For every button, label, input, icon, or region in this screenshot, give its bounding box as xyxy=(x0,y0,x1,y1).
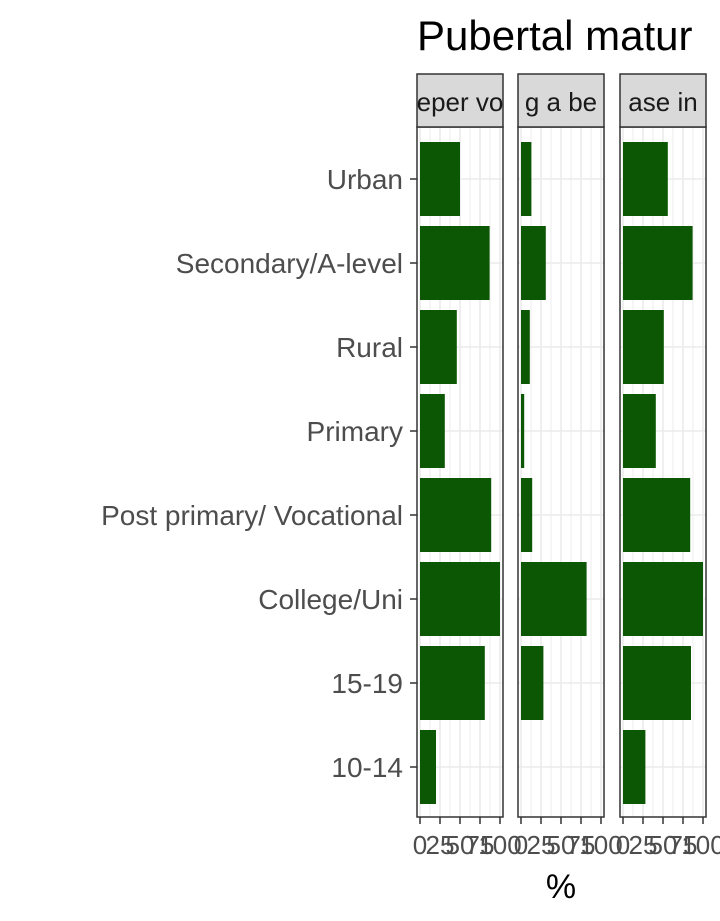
bar xyxy=(623,310,664,384)
bar xyxy=(623,562,703,636)
bar xyxy=(420,562,500,636)
bar xyxy=(420,730,436,804)
chart-title: Pubertal matur xyxy=(417,12,692,59)
bar xyxy=(420,646,485,720)
bar xyxy=(420,478,492,552)
bar xyxy=(623,394,656,468)
x-tick-label: 0 xyxy=(616,830,630,860)
facet-label: ase in xyxy=(628,87,697,117)
bar xyxy=(420,142,460,216)
category-label: Secondary/A-level xyxy=(176,248,403,279)
x-tick-label: 50 xyxy=(446,830,475,860)
strip-background xyxy=(416,73,504,128)
facet-strip: g a be xyxy=(517,73,605,128)
bar xyxy=(623,730,646,804)
bar xyxy=(521,562,587,636)
category-label: 15-19 xyxy=(331,668,403,699)
bar xyxy=(521,478,533,552)
x-tick-label: 100 xyxy=(478,830,521,860)
x-tick-label: 25 xyxy=(527,830,556,860)
bar xyxy=(521,310,530,384)
bar xyxy=(623,226,693,300)
facet-label: g a be xyxy=(525,87,597,117)
category-label: Rural xyxy=(336,332,403,363)
bars xyxy=(521,142,587,720)
bar xyxy=(623,478,691,552)
bar xyxy=(521,646,544,720)
bar xyxy=(521,226,546,300)
bars xyxy=(623,142,703,804)
strip-background xyxy=(619,73,707,128)
x-tick-label: 25 xyxy=(426,830,455,860)
x-tick-label: 75 xyxy=(466,830,495,860)
facet-label: eper vo xyxy=(417,87,504,117)
x-tick-label: 100 xyxy=(579,830,622,860)
x-tick-label: 50 xyxy=(547,830,576,860)
bar xyxy=(521,142,532,216)
bar xyxy=(420,310,457,384)
category-label: Post primary/ Vocational xyxy=(101,500,403,531)
x-tick-label: 50 xyxy=(649,830,678,860)
x-axis-title: % xyxy=(546,868,576,906)
x-tick-label: 0 xyxy=(514,830,528,860)
x-tick-label: 75 xyxy=(669,830,698,860)
category-label: Primary xyxy=(307,416,403,447)
x-tick-label: 75 xyxy=(567,830,596,860)
strip-background xyxy=(517,73,605,128)
x-tick-label: 25 xyxy=(629,830,658,860)
facet-strip: ase in xyxy=(619,73,707,128)
y-axis: Urban Secondary/A-level Rural Primary Post p… xyxy=(101,164,417,783)
facet-strip: eper vo xyxy=(416,73,504,128)
category-label: Urban xyxy=(327,164,403,195)
bar xyxy=(420,394,445,468)
bars xyxy=(420,142,500,804)
category-label: College/Uni xyxy=(258,584,403,615)
x-tick-label: 0 xyxy=(413,830,427,860)
bar xyxy=(521,394,525,468)
bar xyxy=(623,142,668,216)
bar xyxy=(420,226,490,300)
x-tick-label: 100 xyxy=(681,830,720,860)
bar xyxy=(623,646,691,720)
category-label: 10-14 xyxy=(331,752,403,783)
